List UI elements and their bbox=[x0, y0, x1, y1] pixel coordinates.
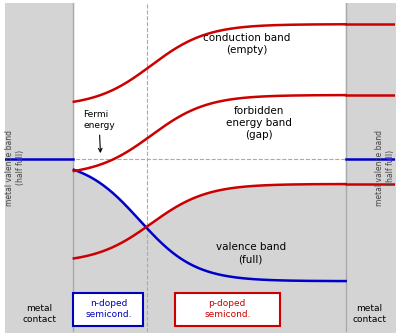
Text: conduction band
(empty): conduction band (empty) bbox=[203, 33, 290, 55]
Text: valence band
(full): valence band (full) bbox=[216, 242, 286, 264]
Text: metal valence band
(half full): metal valence band (half full) bbox=[375, 130, 395, 205]
Text: n-doped
semicond.: n-doped semicond. bbox=[85, 299, 132, 319]
Text: metal
contact: metal contact bbox=[352, 304, 386, 324]
Bar bbox=[73, 293, 144, 326]
Text: metal
contact: metal contact bbox=[22, 304, 56, 324]
Text: metal valence band
(half full): metal valence band (half full) bbox=[5, 130, 25, 205]
Text: forbidden
energy band
(gap): forbidden energy band (gap) bbox=[226, 106, 292, 140]
Bar bbox=[175, 293, 280, 326]
Text: Fermi
energy: Fermi energy bbox=[83, 110, 115, 152]
Text: p-doped
semicond.: p-doped semicond. bbox=[204, 299, 250, 319]
